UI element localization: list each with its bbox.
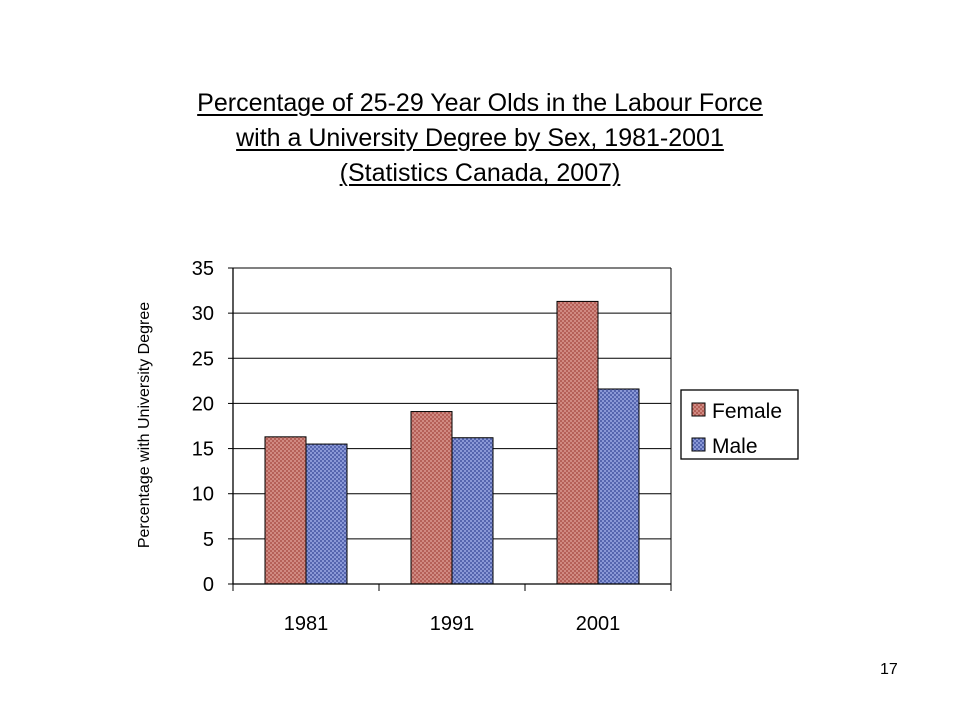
x-tick-label: 2001 (576, 613, 621, 635)
bar-male-2001 (597, 388, 640, 585)
axes: 0 5 10 15 20 25 30 35 1981 1991 2001 (192, 258, 672, 635)
legend-label-female: Female (712, 400, 782, 423)
y-tick-label: 30 (192, 303, 214, 325)
y-tick-label: 5 (203, 529, 214, 551)
legend-swatch-male (691, 437, 706, 452)
bar-female-1991 (410, 411, 453, 585)
legend-swatch-female (691, 402, 706, 417)
chart-title: Percentage of 25-29 Year Olds in the Lab… (80, 86, 880, 191)
bar-male-1991 (451, 437, 494, 585)
y-tick-label: 35 (192, 258, 214, 280)
slide-number: 17 (880, 661, 898, 678)
chart-title-line-3: (Statistics Canada, 2007) (339, 159, 621, 187)
bar-male-1981 (305, 443, 348, 585)
bar-female-2001 (556, 300, 599, 585)
x-tick-label: 1991 (430, 613, 475, 635)
bars (264, 300, 640, 585)
bar-female-1981 (264, 436, 307, 585)
y-tick-label: 10 (192, 484, 214, 506)
y-tick-label: 0 (203, 574, 214, 596)
y-tick-label: 15 (192, 439, 214, 461)
chart-title-line-2: with a University Degree by Sex, 1981-20… (236, 124, 724, 152)
y-tick-label: 20 (192, 393, 214, 415)
y-tick-label: 25 (192, 348, 214, 370)
y-axis-label: Percentage with University Degree (136, 302, 153, 548)
x-tick-label: 1981 (284, 613, 329, 635)
legend: Female Male (680, 389, 799, 460)
chart-title-line-1: Percentage of 25-29 Year Olds in the Lab… (197, 89, 763, 117)
legend-label-male: Male (712, 435, 758, 458)
